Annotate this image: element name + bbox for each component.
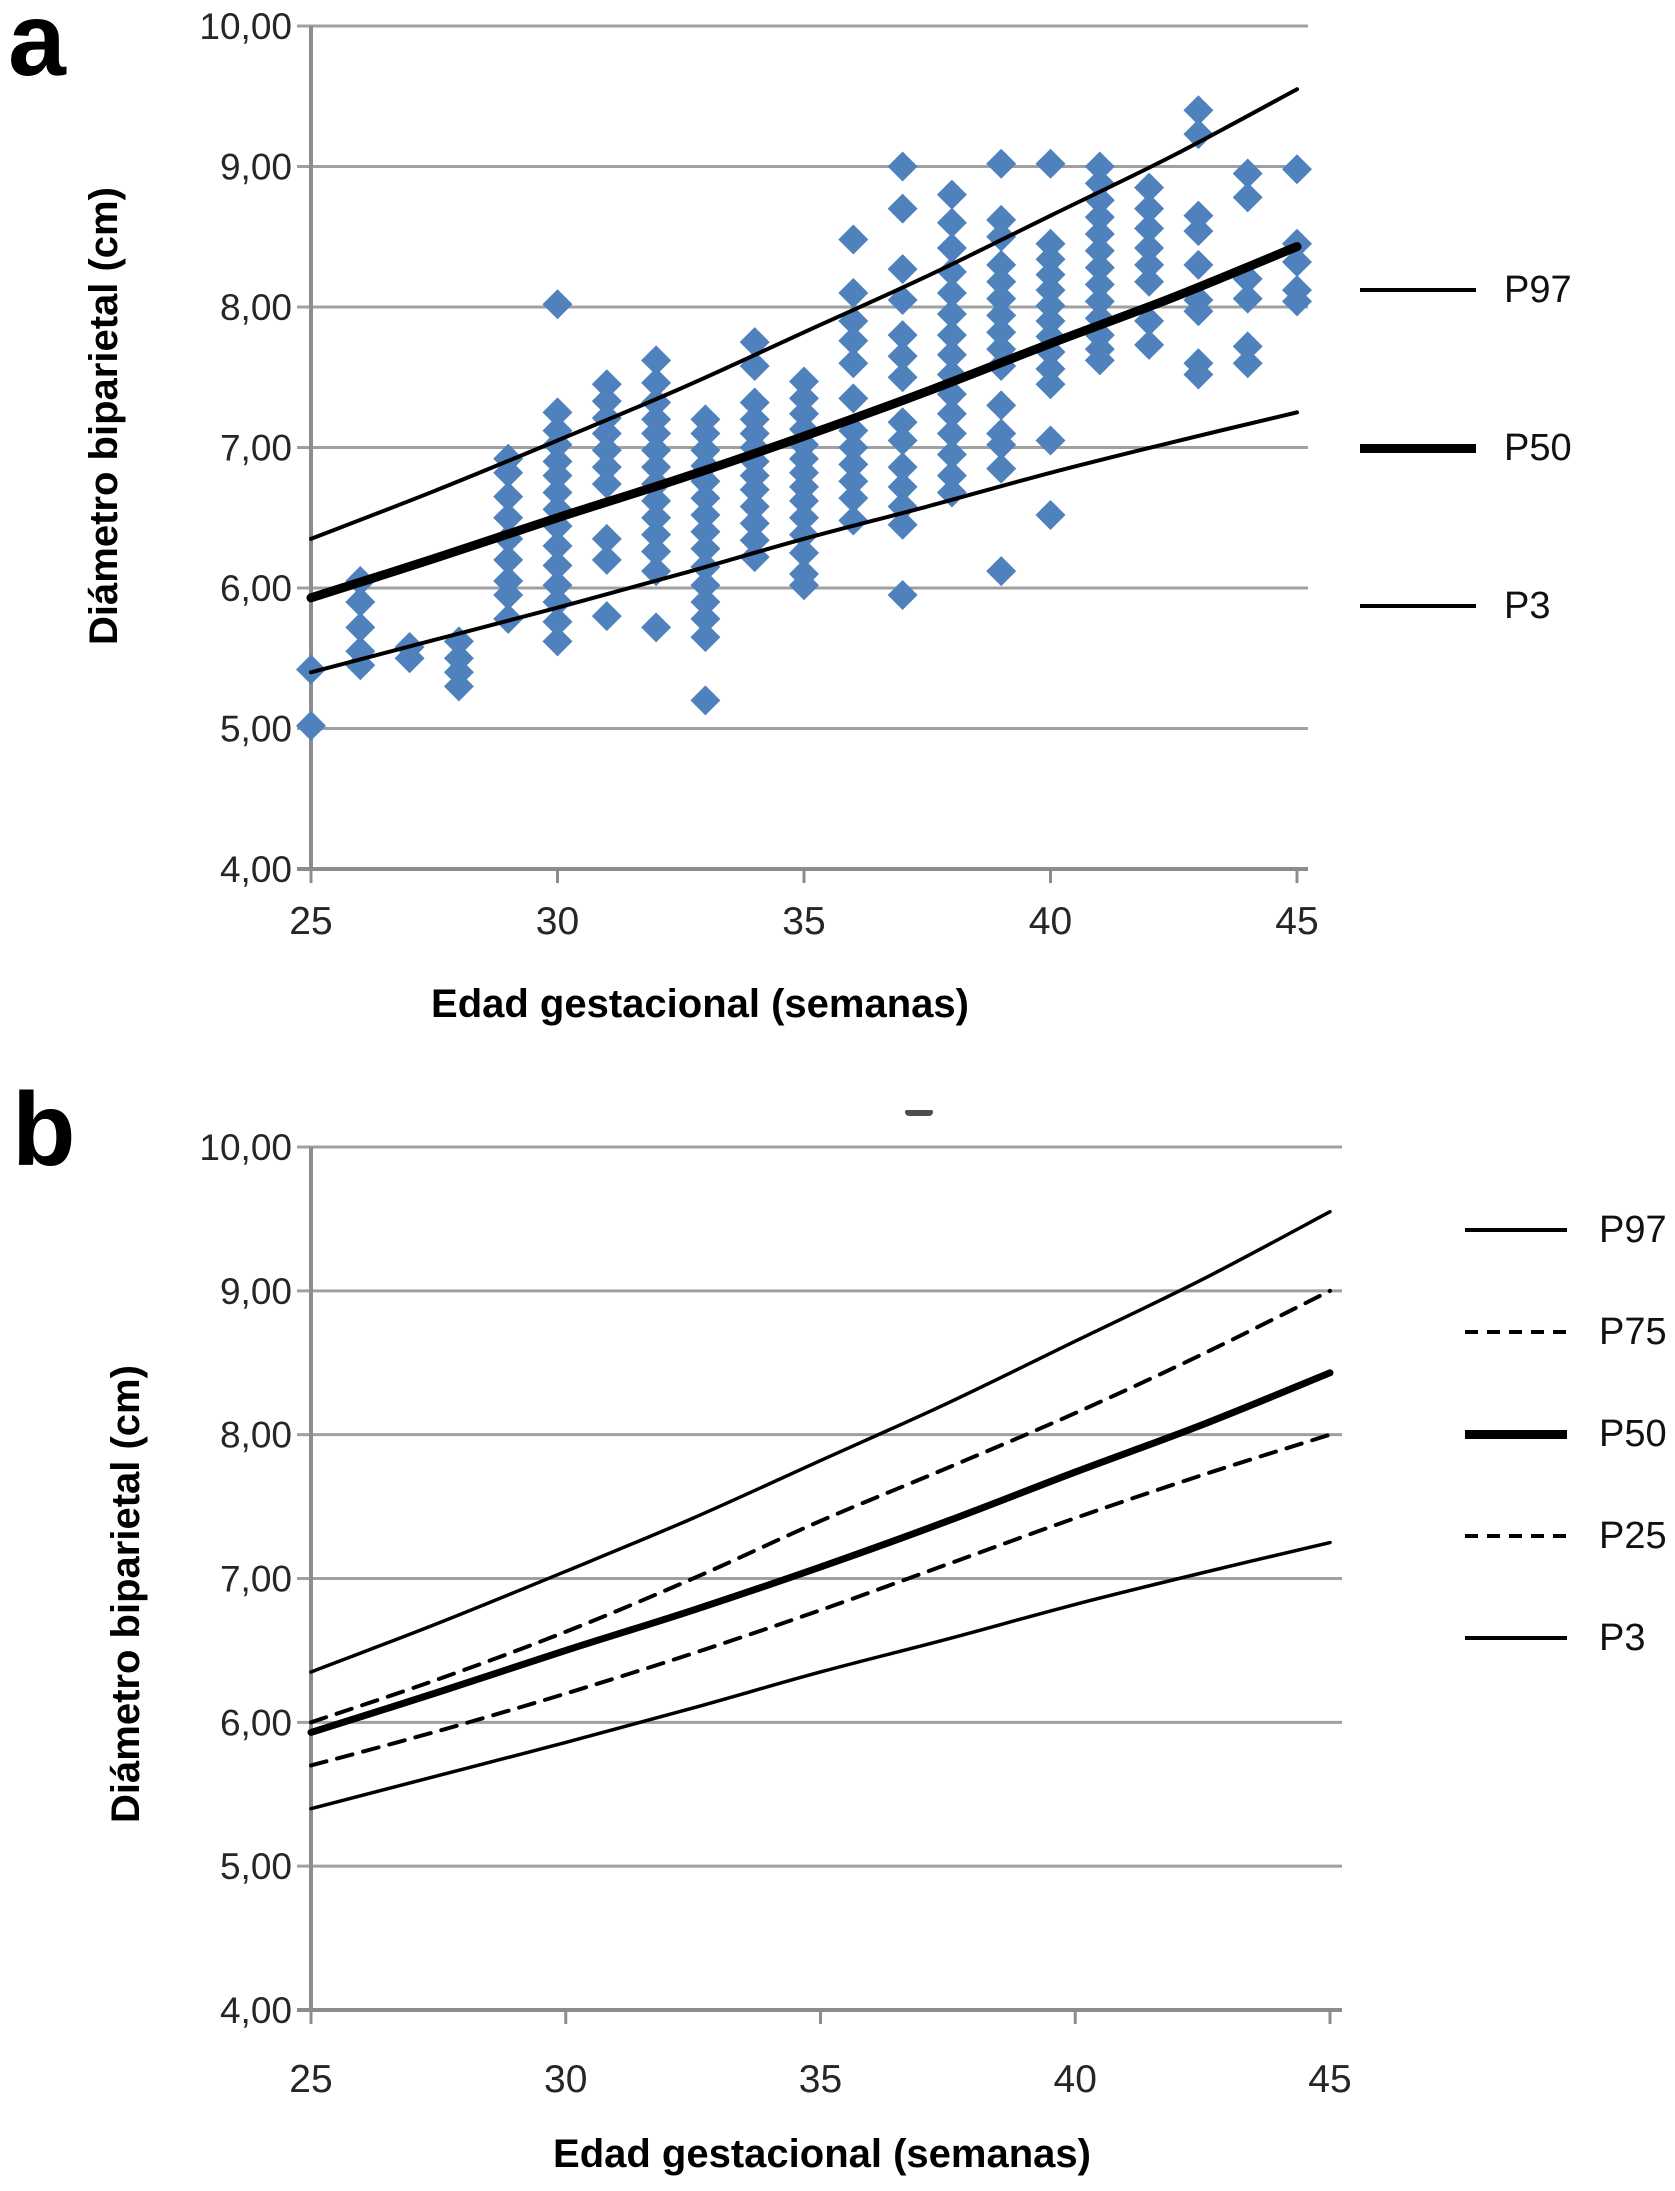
svg-text:30: 30 bbox=[544, 2058, 587, 2101]
legend-label: P25 bbox=[1599, 1514, 1667, 1557]
svg-text:5,00: 5,00 bbox=[220, 1846, 292, 1887]
legend-label: P75 bbox=[1599, 1310, 1667, 1353]
panel-a-legend: P97 P50 P3 bbox=[1360, 268, 1572, 744]
svg-text:7,00: 7,00 bbox=[220, 1559, 292, 1600]
p25-curve bbox=[309, 1432, 1332, 1768]
svg-text:6,00: 6,00 bbox=[220, 1702, 292, 1743]
p25-dashed-line-icon bbox=[1465, 1534, 1567, 1538]
p75-dashed-line-icon bbox=[1465, 1330, 1567, 1334]
p50-curve bbox=[307, 1369, 1334, 1736]
svg-text:45: 45 bbox=[1308, 2058, 1351, 2101]
p50-line-icon bbox=[1465, 1429, 1567, 1439]
panel-a-y-axis-title: Diámetro biparietal (cm) bbox=[82, 187, 126, 645]
x-tick-labels: 25 30 35 40 45 bbox=[289, 900, 1318, 943]
legend-label: P50 bbox=[1599, 1412, 1667, 1455]
svg-text:7,00: 7,00 bbox=[220, 428, 292, 469]
legend-entry-p50: P50 bbox=[1360, 426, 1572, 469]
gridlines bbox=[297, 1145, 1342, 2012]
p50-curve bbox=[306, 242, 1302, 603]
legend-entry-p97: P97 bbox=[1360, 268, 1572, 311]
p3-line-icon bbox=[1360, 604, 1476, 608]
p3-curve bbox=[309, 410, 1299, 675]
legend-entry-p3: P3 bbox=[1360, 584, 1572, 627]
panel-a-label: a bbox=[8, 0, 66, 98]
panel-a-x-axis-title: Edad gestacional (semanas) bbox=[431, 982, 969, 1026]
svg-text:45: 45 bbox=[1275, 900, 1318, 943]
panel-a-plot: 10,00 9,00 8,00 7,00 6,00 5,00 4,00 25 30 35 40 45 bbox=[199, 6, 1318, 943]
svg-text:10,00: 10,00 bbox=[199, 6, 292, 47]
panel-b-y-axis-title: Diámetro biparietal (cm) bbox=[104, 1365, 148, 1823]
svg-text:25: 25 bbox=[289, 900, 332, 943]
legend-entry-p97: P97 bbox=[1465, 1208, 1667, 1251]
svg-text:9,00: 9,00 bbox=[220, 147, 292, 188]
svg-text:5,00: 5,00 bbox=[220, 709, 292, 750]
p50-line-icon bbox=[1360, 443, 1476, 453]
p97-curve bbox=[309, 1209, 1332, 1674]
legend-label: P50 bbox=[1504, 426, 1572, 469]
svg-text:8,00: 8,00 bbox=[220, 1415, 292, 1456]
p97-line-icon bbox=[1360, 288, 1476, 292]
panel-b-label: b bbox=[12, 1072, 76, 1188]
p97-curve bbox=[309, 87, 1299, 541]
legend-label: P97 bbox=[1599, 1208, 1667, 1251]
legend-label: P97 bbox=[1504, 268, 1572, 311]
svg-text:6,00: 6,00 bbox=[220, 568, 292, 609]
panel-b-plot: 10,00 9,00 8,00 7,00 6,00 5,00 4,00 25 30 35 40 45 bbox=[199, 1127, 1351, 2101]
svg-text:35: 35 bbox=[799, 2058, 842, 2101]
legend-entry-p25: P25 bbox=[1465, 1514, 1667, 1557]
svg-text:30: 30 bbox=[536, 900, 579, 943]
svg-text:25: 25 bbox=[289, 2058, 332, 2101]
svg-text:10,00: 10,00 bbox=[199, 1127, 292, 1168]
stray-mark bbox=[905, 1110, 933, 1116]
panel-b-legend: P97 P75 P50 P25 P3 bbox=[1465, 1208, 1667, 1720]
p3-curve bbox=[309, 1540, 1332, 1811]
panel-b-x-axis-title: Edad gestacional (semanas) bbox=[553, 2132, 1091, 2176]
svg-text:4,00: 4,00 bbox=[220, 1990, 292, 2031]
legend-entry-p75: P75 bbox=[1465, 1310, 1667, 1353]
p75-curve bbox=[309, 1288, 1332, 1725]
svg-text:40: 40 bbox=[1029, 900, 1072, 943]
svg-text:4,00: 4,00 bbox=[220, 849, 292, 890]
svg-text:8,00: 8,00 bbox=[220, 287, 292, 328]
scatter-points bbox=[296, 95, 1312, 741]
legend-entry-p50: P50 bbox=[1465, 1412, 1667, 1455]
legend-label: P3 bbox=[1504, 584, 1551, 627]
legend-entry-p3: P3 bbox=[1465, 1616, 1667, 1659]
legend-label: P3 bbox=[1599, 1616, 1646, 1659]
axes bbox=[297, 1147, 1342, 2024]
y-tick-labels: 10,00 9,00 8,00 7,00 6,00 5,00 4,00 bbox=[199, 6, 292, 890]
p97-line-icon bbox=[1465, 1228, 1567, 1232]
y-tick-labels: 10,00 9,00 8,00 7,00 6,00 5,00 4,00 bbox=[199, 1127, 292, 2031]
svg-text:35: 35 bbox=[782, 900, 825, 943]
p3-line-icon bbox=[1465, 1636, 1567, 1640]
x-tick-labels: 25 30 35 40 45 bbox=[289, 2058, 1351, 2101]
svg-text:40: 40 bbox=[1054, 2058, 1097, 2101]
svg-text:9,00: 9,00 bbox=[220, 1271, 292, 1312]
